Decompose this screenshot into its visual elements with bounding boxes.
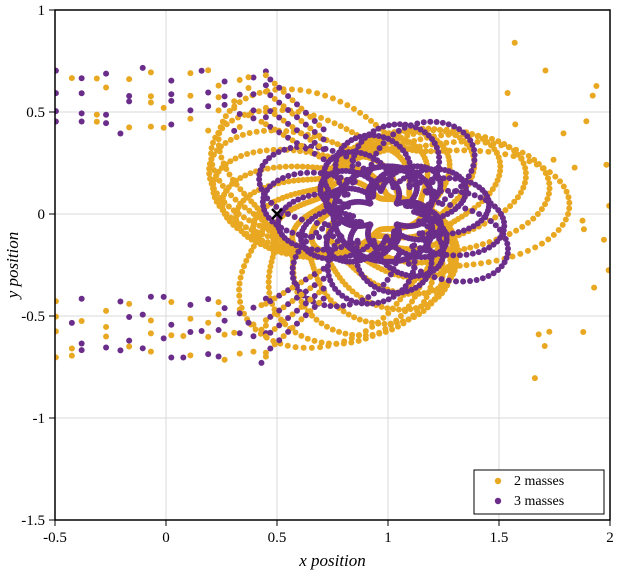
y-axis-label: y position [3,232,22,301]
x-tick-label: 2 [606,530,614,546]
y-tick-label: -1 [33,411,46,427]
legend-label: 3 masses [514,494,564,509]
scatter-chart: -0.5 0 0.5 1 1.5 2 -1.5 -1 -0.5 0 0.5 1 x position y … [0,0,621,573]
x-tick-label: 1 [384,530,392,546]
y-tick-label: 0 [38,207,46,223]
x-tick-label: -0.5 [43,530,67,546]
x-tick-label: 0.5 [268,530,287,546]
x-tick-label: 0 [162,530,170,546]
chart-svg: -0.5 0 0.5 1 1.5 2 -1.5 -1 -0.5 0 0.5 1 x position y … [0,0,621,573]
legend-marker [495,478,501,484]
y-tick-label: 0.5 [26,105,45,121]
y-tick-label: -1.5 [21,513,45,529]
legend-label: 2 masses [514,474,564,489]
legend-marker [495,498,501,504]
x-tick-label: 1.5 [490,530,509,546]
y-tick-label: -0.5 [21,309,45,325]
y-tick-label: 1 [38,3,46,19]
x-axis-label: x position [298,551,366,570]
